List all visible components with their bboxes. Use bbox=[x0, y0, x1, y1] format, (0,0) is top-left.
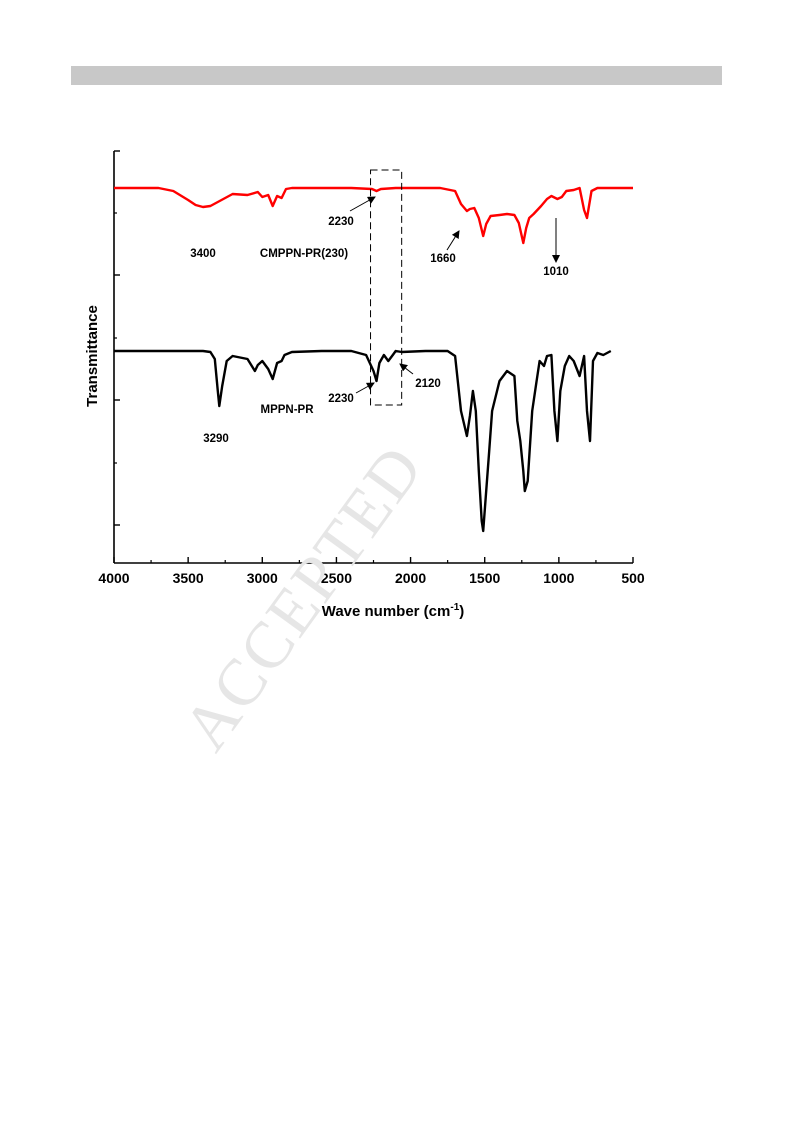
x-tick-label: 2000 bbox=[395, 570, 426, 586]
annotations-group: 3400 CMPPN-PR(230) 2230 1660 1010 3290 MPPN-PR… bbox=[190, 196, 569, 445]
x-axis-label-exponent: -1 bbox=[450, 602, 459, 613]
series-line-cmppn-pr bbox=[114, 186, 633, 245]
page-header-bar bbox=[71, 66, 722, 85]
series-group bbox=[114, 169, 633, 533]
x-axis-label: Wave number (cm-1) bbox=[322, 602, 465, 620]
series-line-mppn-pr bbox=[114, 349, 612, 533]
y-axis-label: Transmittance bbox=[84, 305, 101, 407]
axes: 4000 3500 3000 2500 2000 1500 1000 500 bbox=[98, 150, 645, 586]
x-tick-label: 1000 bbox=[543, 570, 574, 586]
annotation-label: 1660 bbox=[430, 253, 456, 265]
x-tick-label: 4000 bbox=[98, 570, 129, 586]
annotation-label: 3400 bbox=[190, 248, 216, 260]
x-tick-label: 500 bbox=[621, 570, 645, 586]
x-tick-label: 3000 bbox=[247, 570, 278, 586]
annotation-label: 2120 bbox=[415, 378, 441, 390]
annotation-label: 2230 bbox=[328, 216, 354, 228]
annotation-label: 2230 bbox=[328, 393, 354, 405]
ftir-chart: 4000 3500 3000 2500 2000 1500 1000 500 3400 CMPP… bbox=[84, 150, 645, 620]
annotation-label: CMPPN-PR(230) bbox=[260, 248, 348, 260]
annotation-arrow bbox=[355, 382, 375, 394]
annotation-label: MPPN-PR bbox=[260, 404, 314, 416]
x-tick-label: 3500 bbox=[173, 570, 204, 586]
x-axis-label-main: Wave number (cm bbox=[322, 603, 451, 620]
highlight-box bbox=[370, 169, 403, 406]
x-tick-label: 2500 bbox=[321, 570, 352, 586]
annotation-label: 3290 bbox=[203, 433, 229, 445]
annotation-label: 1010 bbox=[543, 266, 569, 278]
annotation-arrow bbox=[399, 363, 414, 375]
annotation-arrow bbox=[349, 196, 376, 212]
x-axis-label-suffix: ) bbox=[459, 603, 464, 620]
annotation-arrow bbox=[446, 230, 460, 251]
x-tick-label: 1500 bbox=[469, 570, 500, 586]
